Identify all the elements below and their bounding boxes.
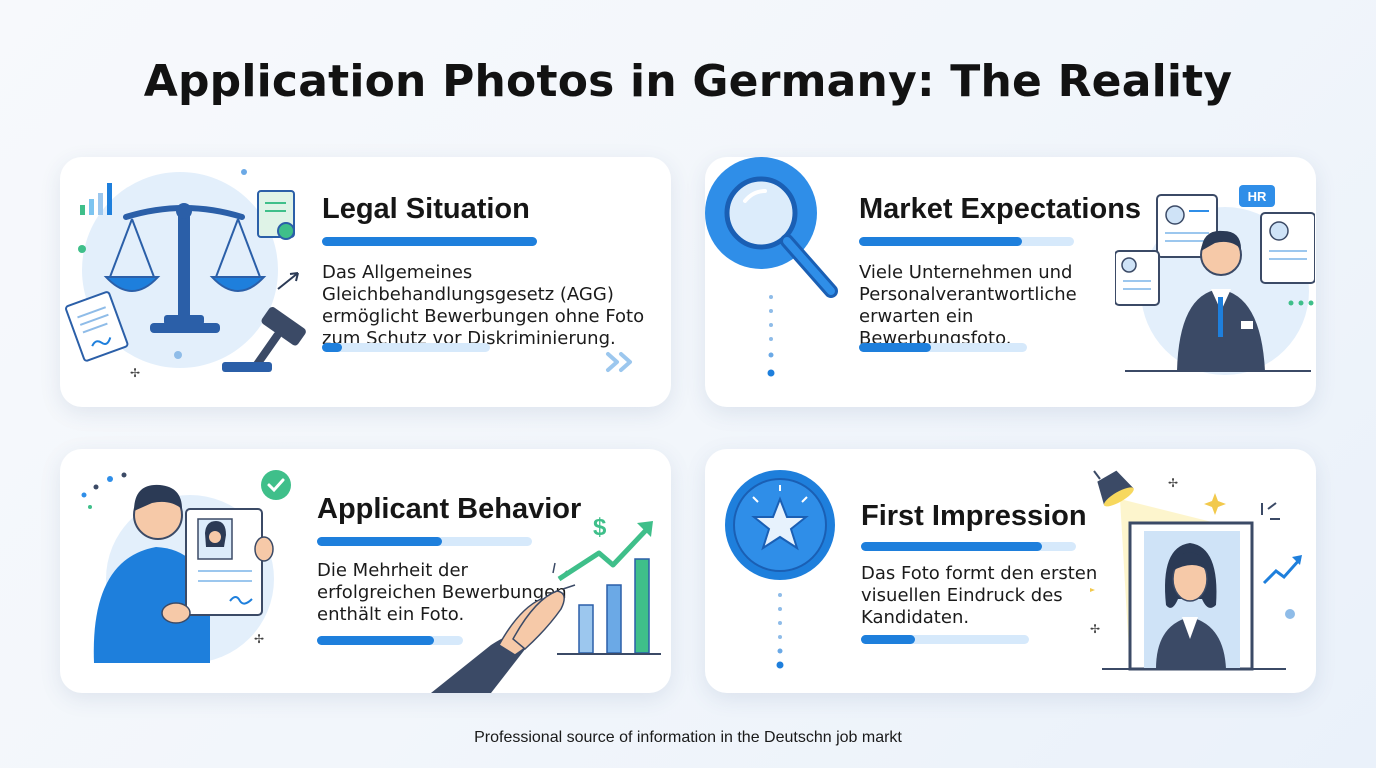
bottom-progress-bar — [859, 343, 1027, 352]
dollar-sign-icon: $ — [593, 514, 607, 541]
magnifying-glass-icon — [705, 157, 838, 377]
footer-note: Professional source of information in th… — [474, 729, 902, 746]
card-description: Die Mehrheit der erfolgreichen Bewerbung… — [317, 560, 567, 625]
card-title: Market Expectations — [859, 193, 1142, 225]
spotlight-portrait-icon: ✢ ✢ — [1090, 470, 1302, 671]
hr-manager-with-cvs-icon: HR — [1115, 185, 1315, 375]
bottom-progress-bar — [317, 636, 463, 645]
scales-of-justice-icon: ✢ — [65, 169, 306, 380]
top-progress-bar — [861, 542, 1076, 551]
top-progress-bar — [859, 237, 1074, 246]
svg-text:✢: ✢ — [130, 366, 140, 380]
card-title: First Impression — [861, 500, 1087, 532]
svg-text:✢: ✢ — [254, 632, 264, 646]
svg-text:✢: ✢ — [1168, 476, 1178, 490]
bottom-progress-bar — [861, 635, 1029, 644]
card-first-impression: First Impression Das Foto formt den erst… — [705, 449, 1316, 693]
star-badge-icon — [725, 470, 835, 669]
page-title: Application Photos in Germany: The Reali… — [143, 56, 1233, 107]
card-applicant-behavior: ✢ Applicant Behavior Die Mehrheit der er… — [60, 449, 671, 693]
top-progress-bar — [317, 537, 532, 546]
top-progress-bar — [322, 237, 537, 246]
card-description: Viele Unternehmen und Personalverantwort… — [859, 262, 1077, 349]
card-market-expectations: Market Expectations Viele Unternehmen un… — [705, 157, 1316, 407]
bottom-progress-bar — [322, 343, 490, 352]
applicant-with-cv-icon: ✢ — [81, 470, 291, 663]
hr-badge: HR — [1248, 189, 1267, 204]
card-description: Das Allgemeines Gleichbehandlungsgesetz … — [322, 262, 645, 349]
card-legal-situation: ✢ Legal Situation Das Allgemeines Gleich… — [60, 157, 671, 407]
card-title: Applicant Behavior — [317, 493, 582, 525]
growth-chart-icon: $ — [431, 514, 661, 693]
chevron-right-icon — [606, 352, 632, 372]
card-description: Das Foto formt den ersten visuellen Eind… — [861, 563, 1098, 628]
svg-text:✢: ✢ — [1090, 622, 1100, 636]
card-title: Legal Situation — [322, 193, 530, 225]
